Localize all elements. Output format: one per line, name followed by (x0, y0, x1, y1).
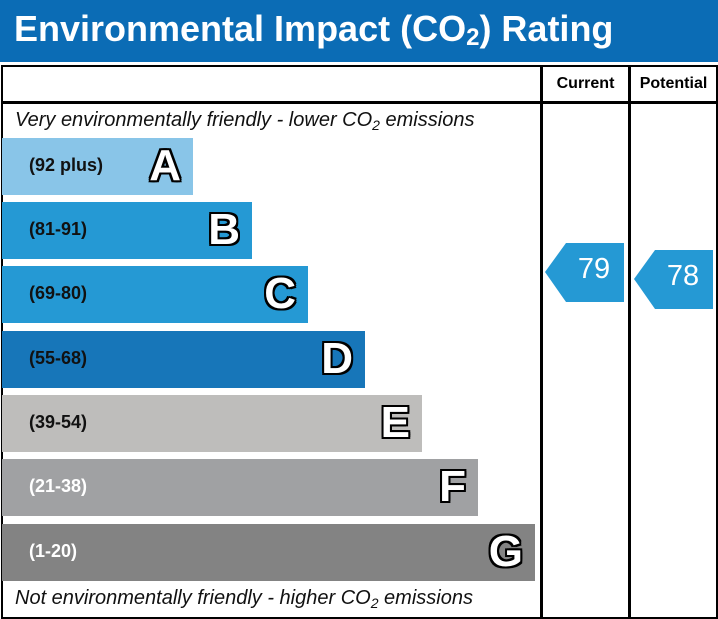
band-range: (92 plus) (29, 155, 104, 175)
band-range: (81-91) (29, 219, 88, 239)
band-a: (92 plus) A (2, 138, 193, 195)
top-note: Very environmentally friendly - lower CO… (15, 109, 474, 133)
band-range: (21-38) (29, 476, 88, 496)
band-e: (39-54) E (2, 395, 422, 452)
chart-title: Environmental Impact (CO2) Rating (14, 8, 613, 52)
band-c: (69-80) C (2, 266, 308, 323)
title-subscript: 2 (466, 24, 480, 51)
band-letter: E (380, 398, 410, 447)
current-rating-arrow: 79 (545, 243, 625, 303)
column-header-potential: Potential (639, 75, 708, 92)
column-divider-potential (628, 65, 631, 618)
column-header-current: Current (556, 75, 615, 92)
top-note-sub: 2 (372, 117, 380, 133)
band-range: (55-68) (29, 348, 88, 368)
bottom-note-sub: 2 (370, 595, 379, 611)
top-note-text-end: emissions (379, 109, 475, 131)
title-bar: Environmental Impact (CO2) Rating (0, 0, 718, 62)
column-divider-current (540, 65, 543, 618)
bottom-note-text: Not environmentally friendly - higher CO (15, 587, 371, 609)
band-letter: B (208, 205, 240, 254)
band-g: (1-20) G (2, 524, 535, 581)
title-text-end: ) Rating (479, 8, 614, 49)
band-letter: G (488, 527, 523, 576)
potential-rating-arrow: 78 (634, 250, 714, 310)
band-letter: D (321, 334, 353, 383)
band-range: (69-80) (29, 283, 88, 303)
band-b: (81-91) B (2, 202, 252, 259)
potential-rating-value: 78 (666, 260, 700, 292)
title-text: Environmental Impact (CO (14, 8, 467, 49)
band-range: (1-20) (29, 541, 78, 561)
bottom-note: Not environmentally friendly - higher CO… (15, 587, 473, 611)
bottom-note-text-end: emissions (378, 587, 473, 609)
current-rating-value: 79 (577, 253, 611, 285)
band-letter: F (439, 462, 466, 511)
band-range: (39-54) (29, 412, 88, 432)
band-f: (21-38) F (2, 459, 478, 516)
header-divider (1, 101, 717, 104)
band-d: (55-68) D (2, 331, 365, 388)
band-letter: A (149, 141, 181, 190)
top-note-text: Very environmentally friendly - lower CO (15, 109, 373, 131)
band-letter: C (264, 269, 296, 318)
